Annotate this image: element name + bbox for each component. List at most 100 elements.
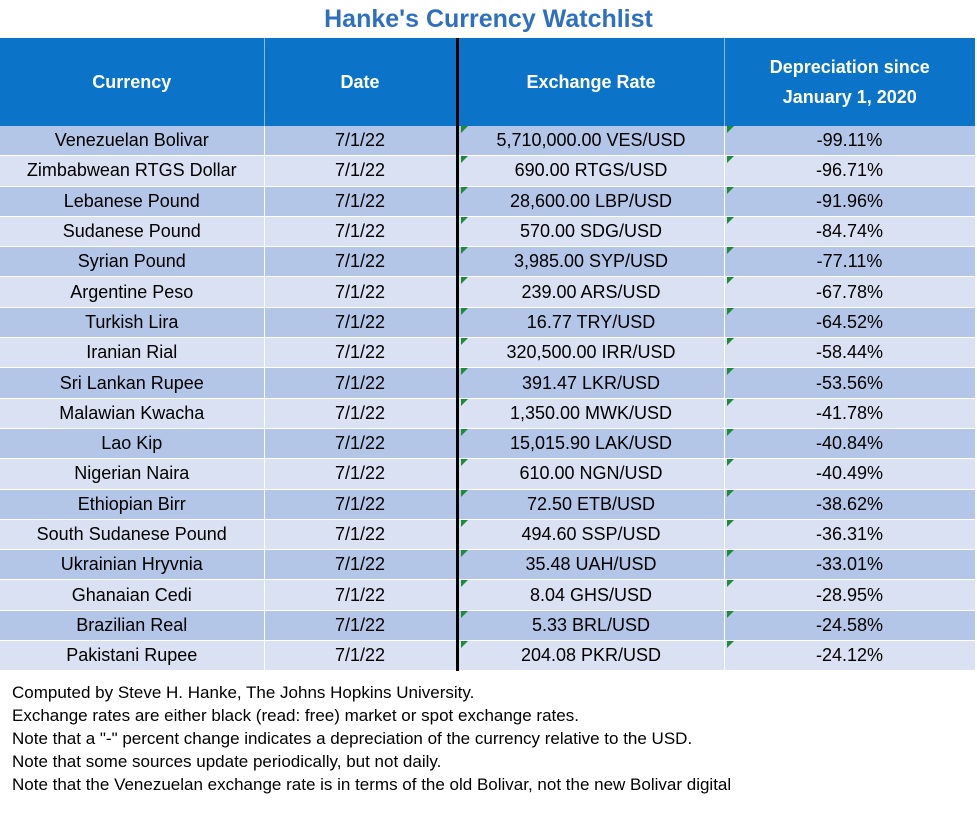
exchange-rate-cell: 239.00 ARS/USD (455, 276, 725, 308)
date-cell-text: 7/1/22 (334, 463, 386, 484)
date-cell-text: 7/1/22 (334, 281, 386, 302)
error-indicator-icon (460, 247, 468, 255)
currency-cell-text: Zimbabwean RTGS Dollar (26, 160, 237, 181)
page-title: Hanke's Currency Watchlist (324, 5, 653, 33)
depreciation-cell: -53.56% (724, 367, 976, 399)
currency-cell: Nigerian Naira (0, 458, 265, 490)
footnote-line: Computed by Steve H. Hanke, The Johns Ho… (12, 683, 475, 702)
exchange-rate-cell: 391.47 LKR/USD (455, 367, 725, 399)
currency-table: Currency Date Exchange Rate Depreciation… (0, 38, 976, 672)
date-cell-text: 7/1/22 (334, 554, 386, 575)
depreciation-cell: -99.11% (724, 126, 976, 157)
table-row: Ghanaian Cedi 7/1/22 8.04 GHS/USD -28.95% (0, 579, 976, 611)
date-cell-text: 7/1/22 (334, 221, 386, 242)
date-cell: 7/1/22 (264, 186, 458, 217)
table-row: Nigerian Naira 7/1/22 610.00 NGN/USD -40.49… (0, 458, 976, 490)
depreciation-cell: -24.58% (724, 610, 976, 642)
error-indicator-icon (726, 126, 734, 133)
date-cell-text: 7/1/22 (334, 130, 386, 151)
depreciation-cell: -67.78% (724, 276, 976, 308)
depreciation-cell: -24.12% (724, 640, 976, 672)
date-cell-text: 7/1/22 (334, 372, 386, 393)
date-cell: 7/1/22 (264, 428, 458, 460)
depreciation-cell-text: -77.11% (816, 251, 883, 272)
depreciation-cell-text: -91.96% (815, 190, 884, 211)
currency-cell-text: Syrian Pound (77, 251, 186, 272)
footnote-line: Note that some sources update periodical… (12, 752, 442, 771)
depreciation-cell: -96.71% (724, 155, 976, 187)
depreciation-cell: -41.78% (724, 398, 976, 429)
exchange-rate-cell-text: 610.00 NGN/USD (519, 463, 663, 484)
depreciation-cell: -40.84% (724, 428, 976, 460)
error-indicator-icon (460, 610, 468, 618)
date-cell: 7/1/22 (264, 610, 458, 642)
error-indicator-icon (460, 126, 468, 133)
table-row: Sri Lankan Rupee 7/1/22 391.47 LKR/USD -53.… (0, 367, 976, 399)
error-indicator-icon (460, 489, 468, 497)
depreciation-cell: -77.11% (724, 246, 976, 278)
date-cell: 7/1/22 (264, 307, 458, 339)
exchange-rate-cell: 320,500.00 IRR/USD (455, 337, 725, 369)
currency-cell-text: Iranian Rial (86, 342, 178, 363)
depreciation-cell: -91.96% (724, 186, 976, 217)
date-cell: 7/1/22 (264, 246, 458, 278)
currency-cell: Ukrainian Hryvnia (0, 549, 265, 581)
currency-cell-text: Venezuelan Bolivar (54, 130, 209, 151)
error-indicator-icon (726, 398, 734, 406)
currency-cell: Malawian Kwacha (0, 398, 265, 429)
currency-cell: Lao Kip (0, 428, 265, 460)
currency-cell: Lebanese Pound (0, 186, 265, 217)
exchange-rate-cell-text: 5,710,000.00 VES/USD (496, 130, 686, 151)
exchange-rate-cell-text: 570.00 SDG/USD (519, 221, 663, 242)
depreciation-header-line2: January 1, 2020 (782, 87, 917, 107)
table-row: Turkish Lira 7/1/22 16.77 TRY/USD -64.52% (0, 307, 976, 339)
currency-cell-text: Argentine Peso (70, 281, 194, 302)
error-indicator-icon (726, 277, 734, 285)
exchange-rate-cell: 15,015.90 LAK/USD (455, 428, 725, 460)
date-cell-text: 7/1/22 (334, 402, 386, 423)
currency-cell: Sri Lankan Rupee (0, 367, 265, 399)
error-indicator-icon (726, 459, 734, 467)
exchange-rate-cell: 16.77 TRY/USD (455, 307, 725, 339)
depreciation-cell-text: -33.01% (815, 554, 884, 575)
exchange-rate-cell: 5.33 BRL/USD (455, 610, 725, 642)
error-indicator-icon (460, 368, 468, 376)
table-row: Lebanese Pound 7/1/22 28,600.00 LBP/USD -91… (0, 186, 976, 217)
table-body: Venezuelan Bolivar 7/1/22 5,710,000.00 VES… (0, 126, 976, 672)
exchange-rate-cell-text: 690.00 RTGS/USD (514, 160, 668, 181)
error-indicator-icon (460, 519, 468, 527)
table-row: Venezuelan Bolivar 7/1/22 5,710,000.00 VES… (0, 126, 976, 157)
depreciation-cell-text: -40.49% (815, 463, 884, 484)
table-row: Argentine Peso 7/1/22 239.00 ARS/USD -67.78… (0, 276, 976, 308)
depreciation-cell-text: -24.12% (815, 645, 884, 666)
date-cell-text: 7/1/22 (334, 251, 386, 272)
depreciation-cell: -84.74% (724, 216, 976, 248)
exchange-rate-cell-text: 239.00 ARS/USD (521, 281, 661, 302)
date-cell-text: 7/1/22 (334, 645, 386, 666)
currency-cell: Sudanese Pound (0, 216, 265, 248)
exchange-rate-cell-text: 1,350.00 MWK/USD (509, 402, 673, 423)
footnote-line: Exchange rates are either black (read: f… (12, 706, 579, 725)
date-cell: 7/1/22 (264, 489, 458, 520)
currency-cell-text: South Sudanese Pound (36, 524, 227, 544)
error-indicator-icon (726, 428, 734, 436)
error-indicator-icon (726, 216, 734, 224)
currency-cell-text: Ghanaian Cedi (71, 584, 192, 605)
currency-cell-text: Sudanese Pound (62, 221, 201, 242)
currency-cell-text: Ethiopian Birr (77, 493, 186, 514)
exchange-rate-cell: 610.00 NGN/USD (455, 458, 725, 490)
date-cell: 7/1/22 (264, 276, 458, 308)
date-cell: 7/1/22 (264, 458, 458, 490)
currency-cell-text: Malawian Kwacha (59, 402, 205, 423)
date-cell-text: 7/1/22 (334, 342, 386, 363)
date-cell-text: 7/1/22 (334, 190, 386, 211)
exchange-rate-cell-text: 28,600.00 LBP/USD (509, 190, 673, 211)
error-indicator-icon (726, 338, 734, 346)
table-row: Syrian Pound 7/1/22 3,985.00 SYP/USD -77.11… (0, 246, 976, 278)
depreciation-cell-text: -41.78% (815, 402, 884, 423)
exchange-rate-cell: 8.04 GHS/USD (455, 579, 725, 611)
currency-cell: Zimbabwean RTGS Dollar (0, 155, 265, 187)
table-row: Ethiopian Birr 7/1/22 72.50 ETB/USD -38.62% (0, 489, 976, 520)
currency-cell: Venezuelan Bolivar (0, 126, 265, 157)
depreciation-header-line1: Depreciation since (769, 57, 930, 77)
